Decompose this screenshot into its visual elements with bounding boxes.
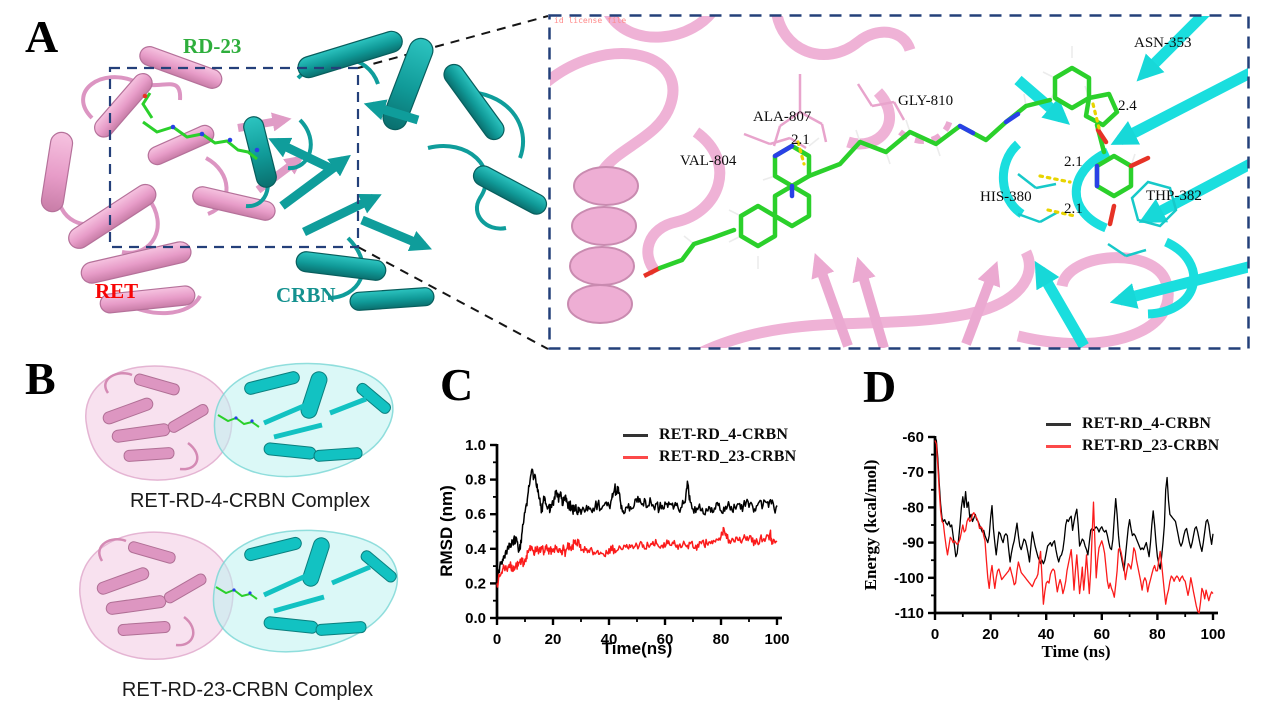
ligand-mini — [215, 586, 258, 600]
energy-chart-legend: RET-RD_4-CRBN RET-RD_23-CRBN — [1046, 413, 1219, 457]
crbn-protein-label: CRBN — [276, 283, 336, 307]
x-tick-label: 100 — [1200, 626, 1225, 643]
cyan-residue-sticks — [1017, 173, 1178, 258]
distance-label-ala807: 2.1 — [791, 132, 810, 148]
pymol-license-watermark: id license file — [554, 16, 627, 25]
ligand-sticks-closeup — [642, 46, 1151, 279]
x-tick-label: 100 — [764, 631, 789, 648]
ligand-mini — [217, 414, 260, 428]
distance-label-his380-upper: 2.1 — [1064, 154, 1083, 170]
legend-label: RET-RD_23-CRBN — [659, 448, 797, 465]
legend-line-sample — [1046, 444, 1071, 448]
x-tick-label: 60 — [1093, 626, 1110, 643]
legend-entry-RET-RD_4-CRBN: RET-RD_4-CRBN — [1046, 413, 1219, 435]
y-tick-label: 1.0 — [465, 437, 486, 454]
x-tick-label: 80 — [1149, 626, 1166, 643]
caption-rd4-complex: RET-RD-4-CRBN Complex — [129, 490, 371, 512]
series-line-RET-RD_4-CRBN — [934, 436, 1214, 572]
y-tick-label: -80 — [902, 499, 924, 516]
energy-chart-plot: 0 20 40 60 80 100 -60 -70 -80 -90 -100 -110 Time (ns… — [861, 429, 1226, 661]
residue-label-asn353: ASN-353 — [1134, 35, 1192, 51]
legend-entry-RET-RD_23-CRBN: RET-RD_23-CRBN — [623, 446, 796, 468]
rmsd-chart-plot: 0 20 40 60 80 100 0.0 0.2 0.4 0.6 0.8 1.0 Time(ns) RM… — [437, 437, 790, 658]
legend-label: RET-RD_23-CRBN — [1082, 437, 1220, 454]
residue-label-gly810: GLY-810 — [898, 93, 954, 109]
ligand-label: RD-23 — [183, 34, 242, 58]
complex-thumbnail-rd23 — [79, 529, 398, 660]
axes — [933, 436, 1218, 615]
inset-ret-ribbon — [550, 16, 1174, 348]
oxygen-atom — [142, 93, 148, 99]
energy-chart: 0 20 40 60 80 100 -60 -70 -80 -90 -100 -110 Time (ns… — [860, 405, 1263, 670]
inset-border — [548, 14, 1250, 350]
zoom-region-box — [108, 66, 360, 249]
distance-label-his380-lower: 2.1 — [1064, 201, 1083, 217]
crbn-surface — [213, 362, 394, 478]
x-tick-label: 20 — [982, 626, 999, 643]
legend-label: RET-RD_4-CRBN — [1082, 415, 1212, 432]
y-tick-label: 0.0 — [465, 610, 486, 627]
panel-a-structure-art — [40, 30, 548, 315]
axes — [495, 444, 782, 620]
y-tick-label: -100 — [894, 570, 924, 587]
distance-label-asn353: 2.4 — [1118, 98, 1137, 114]
binding-site-art — [548, 14, 1250, 350]
panel-c-letter: C — [440, 359, 474, 410]
rmsd-chart: 0 20 40 60 80 100 0.0 0.2 0.4 0.6 0.8 1.0 Time(ns) RM… — [435, 405, 815, 670]
x-tick-label: 60 — [657, 631, 674, 648]
y-axis-title: Energy (kcal/mol) — [861, 460, 880, 591]
y-tick-label: -70 — [902, 464, 924, 481]
y-tick-label: 0.4 — [465, 541, 487, 558]
rmsd-chart-legend: RET-RD_4-CRBN RET-RD_23-CRBN — [623, 424, 796, 468]
binding-site-inset: id license file VAL-804 ALA-807 2.1 GLY-… — [548, 14, 1250, 350]
x-tick-label: 40 — [601, 631, 618, 648]
residue-label-val804: VAL-804 — [680, 153, 737, 169]
y-tick-label: -60 — [902, 429, 924, 446]
inset-crbn-ribbon — [999, 16, 1248, 348]
legend-line-sample — [623, 433, 648, 437]
x-tick-label: 80 — [713, 631, 730, 648]
legend-label: RET-RD_4-CRBN — [659, 426, 789, 443]
y-axis-title: RMSD (nm) — [437, 485, 456, 577]
x-axis-title: Time(ns) — [602, 639, 673, 658]
y-tick-label: 0.2 — [465, 575, 486, 592]
oxygen-sticks — [1095, 127, 1151, 227]
x-tick-label: 40 — [1038, 626, 1055, 643]
y-tick-label: 0.6 — [465, 506, 486, 523]
legend-line-sample — [623, 455, 648, 459]
residue-label-ala807: ALA-807 — [753, 109, 812, 125]
hydrogen-bond-dashes — [796, 102, 1101, 218]
series-line-RET-RD_4-CRBN — [496, 468, 778, 579]
legend-line-sample — [1046, 422, 1071, 426]
y-tick-label: -90 — [902, 535, 924, 552]
x-axis-title: Time (ns) — [1041, 642, 1110, 661]
panel-d-letter: D — [863, 361, 897, 412]
residue-label-his380: HIS-380 — [980, 189, 1032, 205]
x-tick-label: 20 — [545, 631, 562, 648]
panel-a-letter: A — [25, 11, 59, 62]
y-tick-label: 0.8 — [465, 472, 486, 489]
hydrogen-whiskers — [683, 46, 1136, 269]
ligand-sticks-overview — [141, 92, 260, 161]
crbn-protein-ribbon — [243, 30, 548, 311]
legend-entry-RET-RD_4-CRBN: RET-RD_4-CRBN — [623, 424, 796, 446]
panel-b-letter: B — [25, 353, 56, 404]
series-line-RET-RD_23-CRBN — [934, 440, 1214, 614]
y-tick-label: -110 — [895, 605, 924, 622]
oxygen-stick — [642, 265, 662, 279]
x-tick-label: 0 — [493, 631, 501, 648]
series-line-RET-RD_23-CRBN — [496, 526, 778, 588]
ret-protein-label: RET — [95, 279, 139, 303]
x-tick-label: 0 — [931, 626, 939, 643]
legend-entry-RET-RD_23-CRBN: RET-RD_23-CRBN — [1046, 435, 1219, 457]
complex-thumbnail-rd4 — [85, 362, 394, 481]
residue-label-thp382: THP-382 — [1146, 188, 1202, 204]
nitrogen-sticks — [772, 111, 1100, 199]
crbn-surface — [212, 529, 398, 653]
caption-rd23-complex: RET-RD-23-CRBN Complex — [121, 679, 374, 701]
